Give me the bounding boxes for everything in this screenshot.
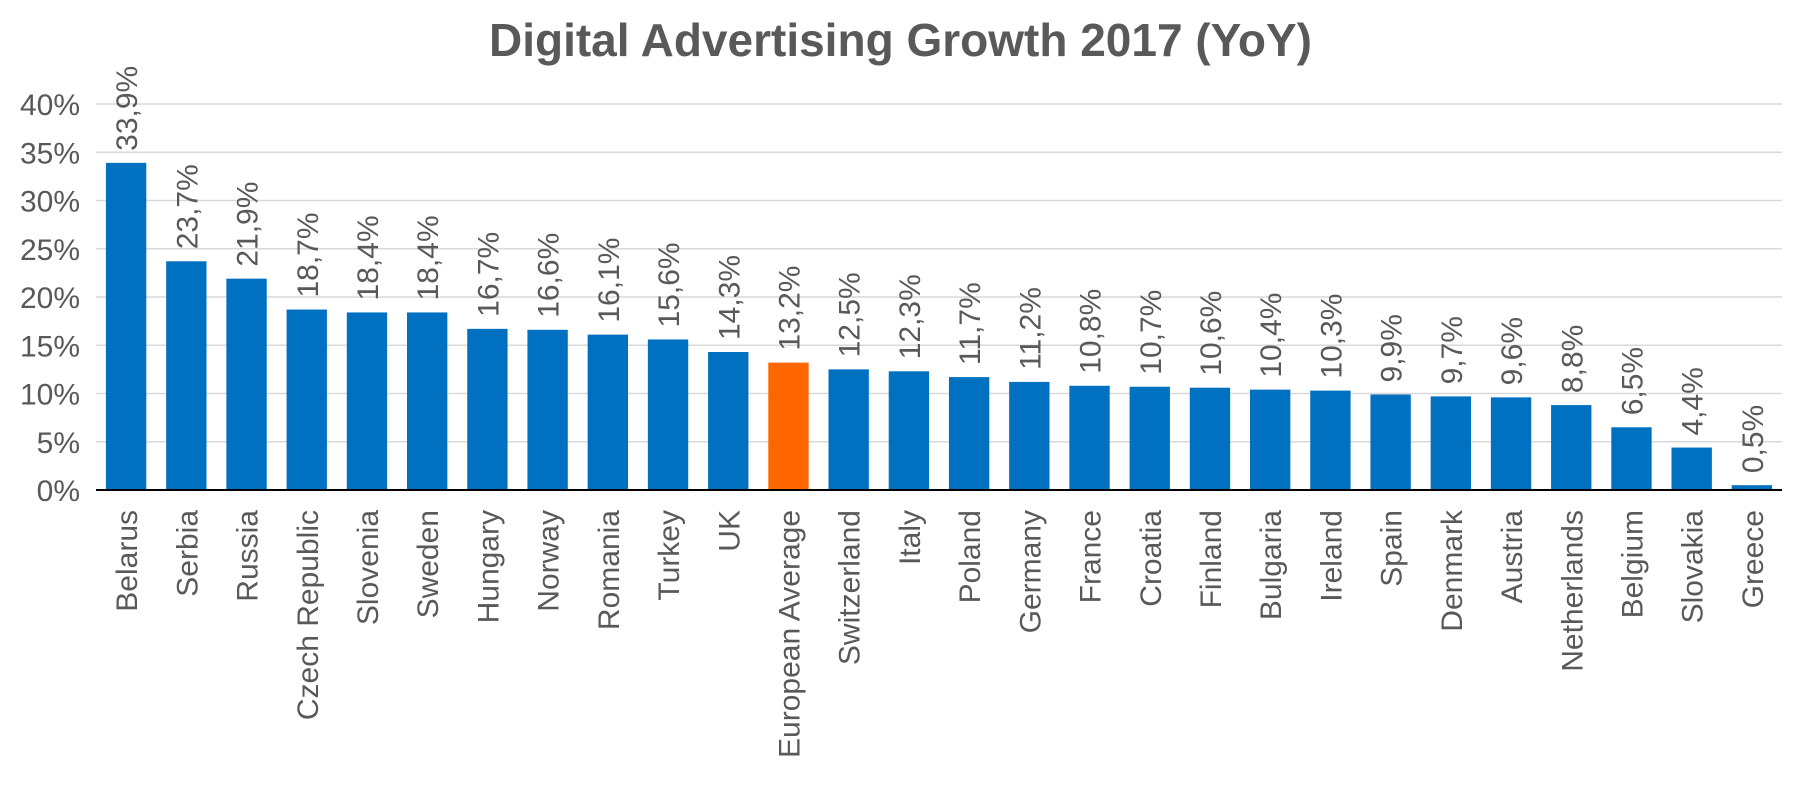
y-tick-label: 40% xyxy=(20,89,80,122)
bar xyxy=(527,329,568,490)
x-tick-label: Bulgaria xyxy=(1255,510,1288,620)
bar xyxy=(1129,386,1170,490)
data-label: 23,7% xyxy=(171,164,204,249)
x-tick-label: Germany xyxy=(1014,510,1047,633)
x-tick-label: Turkey xyxy=(653,510,686,601)
y-tick-label: 25% xyxy=(20,234,80,267)
data-label: 16,7% xyxy=(472,232,505,317)
chart-title: Digital Advertising Growth 2017 (YoY) xyxy=(488,14,1312,66)
data-label: 10,8% xyxy=(1075,289,1108,374)
y-axis-ticks: 0% 5% 10% 15% 20% 25% 30% 35% 40% xyxy=(20,89,80,508)
data-label: 18,4% xyxy=(352,215,385,300)
data-label: 18,7% xyxy=(292,212,325,297)
x-tick-label: France xyxy=(1075,510,1108,603)
x-tick-label: Sweden xyxy=(412,510,445,618)
x-tick-label: Netherlands xyxy=(1556,510,1589,672)
data-label: 10,7% xyxy=(1135,290,1168,375)
data-label: 21,9% xyxy=(232,182,265,267)
data-label: 12,3% xyxy=(894,274,927,359)
bar xyxy=(1009,381,1050,490)
x-tick-label: Serbia xyxy=(171,510,204,597)
x-tick-label: Slovenia xyxy=(352,510,385,625)
bar xyxy=(708,352,749,490)
bar xyxy=(647,339,689,490)
y-tick-label: 10% xyxy=(20,379,80,412)
x-tick-label: Italy xyxy=(894,510,927,565)
data-label: 13,2% xyxy=(773,266,806,351)
data-label: 18,4% xyxy=(412,215,445,300)
y-tick-label: 30% xyxy=(20,186,80,219)
bar xyxy=(346,312,388,490)
bar xyxy=(1189,387,1231,490)
data-label: 10,6% xyxy=(1195,291,1228,376)
data-label: 12,5% xyxy=(834,272,867,357)
data-label: 16,6% xyxy=(533,233,566,318)
x-tick-label: Ireland xyxy=(1315,510,1348,602)
bar xyxy=(1611,427,1652,490)
data-label: 9,7% xyxy=(1436,316,1469,384)
x-tick-label: Austria xyxy=(1496,510,1529,604)
data-labels: 33,9% 23,7% 21,9% 18,7% 18,4% 18,4% 16,7% 16,6%… xyxy=(111,66,1770,473)
x-tick-label: Belarus xyxy=(111,510,144,612)
data-label: 33,9% xyxy=(111,66,144,151)
x-tick-label: Denmark xyxy=(1436,509,1469,632)
bar xyxy=(1490,397,1532,490)
x-tick-label: Croatia xyxy=(1135,510,1168,607)
data-label: 6,5% xyxy=(1616,347,1649,415)
bar xyxy=(1430,396,1471,490)
bar xyxy=(828,369,869,490)
y-tick-label: 0% xyxy=(37,475,80,508)
bar xyxy=(888,371,930,490)
bar xyxy=(467,328,508,490)
bar xyxy=(286,309,327,490)
data-label: 8,8% xyxy=(1556,325,1589,393)
data-label: 4,4% xyxy=(1677,367,1710,435)
x-tick-label: Belgium xyxy=(1616,510,1649,618)
bar xyxy=(166,261,207,490)
y-tick-label: 15% xyxy=(20,330,80,363)
bar xyxy=(768,362,809,490)
bar xyxy=(587,334,628,490)
bar xyxy=(407,312,448,490)
y-tick-label: 35% xyxy=(20,137,80,170)
x-tick-label: European Average xyxy=(773,510,806,758)
x-tick-label: Czech Republic xyxy=(292,510,325,720)
data-label: 15,6% xyxy=(653,242,686,327)
data-label: 9,6% xyxy=(1496,317,1529,385)
x-tick-label: Spain xyxy=(1376,510,1409,587)
bar xyxy=(1731,485,1773,490)
bar xyxy=(1551,405,1592,490)
data-label: 16,1% xyxy=(593,238,626,323)
x-tick-label: UK xyxy=(713,510,746,552)
data-label: 11,7% xyxy=(954,282,987,365)
x-tick-label: Russia xyxy=(232,510,265,602)
data-label: 0,5% xyxy=(1737,405,1770,473)
data-label: 9,9% xyxy=(1376,314,1409,382)
x-tick-label: Romania xyxy=(593,510,626,630)
x-tick-label: Greece xyxy=(1737,510,1770,608)
bar xyxy=(948,377,990,490)
bar xyxy=(1310,390,1351,490)
data-label: 11,2% xyxy=(1014,287,1047,370)
x-tick-label: Finland xyxy=(1195,510,1228,608)
x-tick-label: Switzerland xyxy=(834,510,867,665)
data-label: 14,3% xyxy=(713,255,746,340)
bars xyxy=(105,162,1773,491)
y-tick-label: 20% xyxy=(20,282,80,315)
bar xyxy=(226,278,267,490)
data-label: 10,4% xyxy=(1255,293,1288,378)
x-tick-label: Norway xyxy=(533,510,566,612)
bar xyxy=(105,162,147,491)
x-axis-ticks: Belarus Serbia Russia Czech Republic Sloveni… xyxy=(111,509,1770,758)
x-tick-label: Poland xyxy=(954,510,987,603)
data-label: 10,3% xyxy=(1315,294,1348,379)
x-tick-label: Slovakia xyxy=(1677,510,1710,624)
bar xyxy=(1069,385,1110,490)
bar xyxy=(1370,394,1411,490)
y-tick-label: 5% xyxy=(37,427,80,460)
x-tick-label: Hungary xyxy=(472,510,505,623)
bar xyxy=(1250,389,1291,490)
bar xyxy=(1671,447,1712,490)
